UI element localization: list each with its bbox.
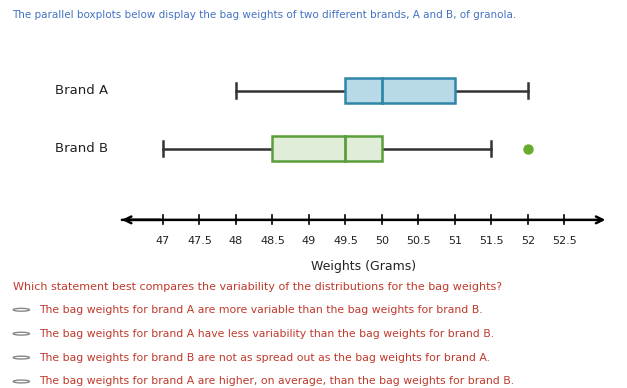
Text: The bag weights for brand A are higher, on average, than the bag weights for bra: The bag weights for brand A are higher, …: [39, 376, 514, 386]
Text: 51: 51: [448, 236, 462, 246]
Text: 47: 47: [155, 236, 170, 246]
Text: The bag weights for brand A are more variable than the bag weights for brand B.: The bag weights for brand A are more var…: [39, 305, 483, 315]
Bar: [272, 137, 382, 161]
Text: 50: 50: [375, 236, 389, 246]
Text: 52: 52: [521, 236, 535, 246]
Text: The bag weights for brand B are not as spread out as the bag weights for brand A: The bag weights for brand B are not as s…: [39, 353, 490, 362]
Text: 48.5: 48.5: [260, 236, 285, 246]
Text: 47.5: 47.5: [187, 236, 212, 246]
Text: Brand A: Brand A: [55, 84, 108, 97]
Text: 49.5: 49.5: [333, 236, 358, 246]
Bar: [345, 78, 455, 103]
Text: 52.5: 52.5: [552, 236, 577, 246]
Text: Which statement best compares the variability of the distributions for the bag w: Which statement best compares the variab…: [13, 282, 502, 291]
Text: 49: 49: [302, 236, 316, 246]
Text: Weights (Grams): Weights (Grams): [311, 260, 416, 273]
Text: 50.5: 50.5: [406, 236, 431, 246]
Text: The bag weights for brand A have less variability than the bag weights for brand: The bag weights for brand A have less va…: [39, 329, 494, 339]
Text: 51.5: 51.5: [479, 236, 503, 246]
Text: The parallel boxplots below display the bag weights of two different brands, A a: The parallel boxplots below display the …: [13, 10, 517, 20]
Text: 48: 48: [229, 236, 243, 246]
Text: Brand B: Brand B: [55, 142, 108, 155]
